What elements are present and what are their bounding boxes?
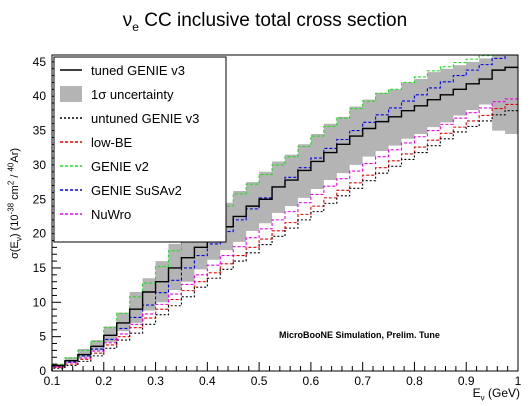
legend-box	[53, 56, 227, 243]
x-tick-label: 0.7	[354, 374, 371, 388]
y-tick-label: 0	[39, 364, 46, 378]
chart-title: νe CC inclusive total cross section	[0, 10, 530, 34]
y-tick-label: 25	[33, 192, 47, 206]
uncertainty-band	[52, 55, 518, 367]
x-tick-label: 0.9	[458, 374, 475, 388]
x-tick-label: 0.1	[44, 374, 61, 388]
y-tick-label: 20	[33, 227, 47, 241]
chart-title-nu: ν	[122, 10, 133, 31]
legend-label-1-uncertainty: 1σ uncertainty	[91, 87, 174, 102]
x-axis-label: Eν (GeV)	[472, 386, 520, 403]
x-tick-label: 0.2	[95, 374, 112, 388]
series-line-genie-v2	[51, 54, 518, 371]
series-line-untuned-genie-v3	[51, 110, 518, 371]
y-axis-label: σ(Eν) (10-38 cm2 / 40Ar)	[6, 147, 24, 259]
chart-title-rest: CC inclusive total cross section	[138, 10, 408, 31]
legend-label-low-be: low-BE	[91, 135, 133, 150]
x-tick-label: 0.3	[147, 374, 164, 388]
legend-label-tuned-genie-v3: tuned GENIE v3	[91, 63, 185, 78]
y-tick-label: 15	[33, 261, 47, 275]
legend-swatch-1-uncertainty	[60, 86, 82, 102]
x-tick-label: 0.5	[251, 374, 268, 388]
chart-title-sub: e	[132, 19, 139, 34]
simulation-annotation: MicroBooNE Simulation, Prelim. Tune	[279, 330, 440, 340]
y-tick-label: 35	[33, 124, 47, 138]
x-tick-label: 0.6	[303, 374, 320, 388]
y-tick-label: 5	[39, 330, 46, 344]
y-tick-label: 10	[33, 295, 47, 309]
x-tick-label: 0.4	[199, 374, 216, 388]
series-line-tuned-genie-v3	[51, 66, 518, 371]
x-tick-label: 0.8	[406, 374, 423, 388]
legend-label-untuned-genie-v3: untuned GENIE v3	[91, 111, 199, 126]
x-tick-label: 1	[515, 374, 522, 388]
legend-label-genie-v2: GENIE v2	[91, 159, 149, 174]
uncertainty-band-layer	[52, 55, 518, 367]
y-tick-label: 45	[33, 55, 47, 69]
y-tick-label: 40	[33, 89, 47, 103]
legend: tuned GENIE v3 1σ uncertainty untuned GENI…	[53, 56, 227, 243]
series-layer	[51, 54, 518, 371]
legend-label-nuwro: NuWro	[91, 207, 131, 222]
y-tick-label: 30	[33, 158, 47, 172]
legend-label-genie-susav2: GENIE SuSAv2	[91, 183, 182, 198]
